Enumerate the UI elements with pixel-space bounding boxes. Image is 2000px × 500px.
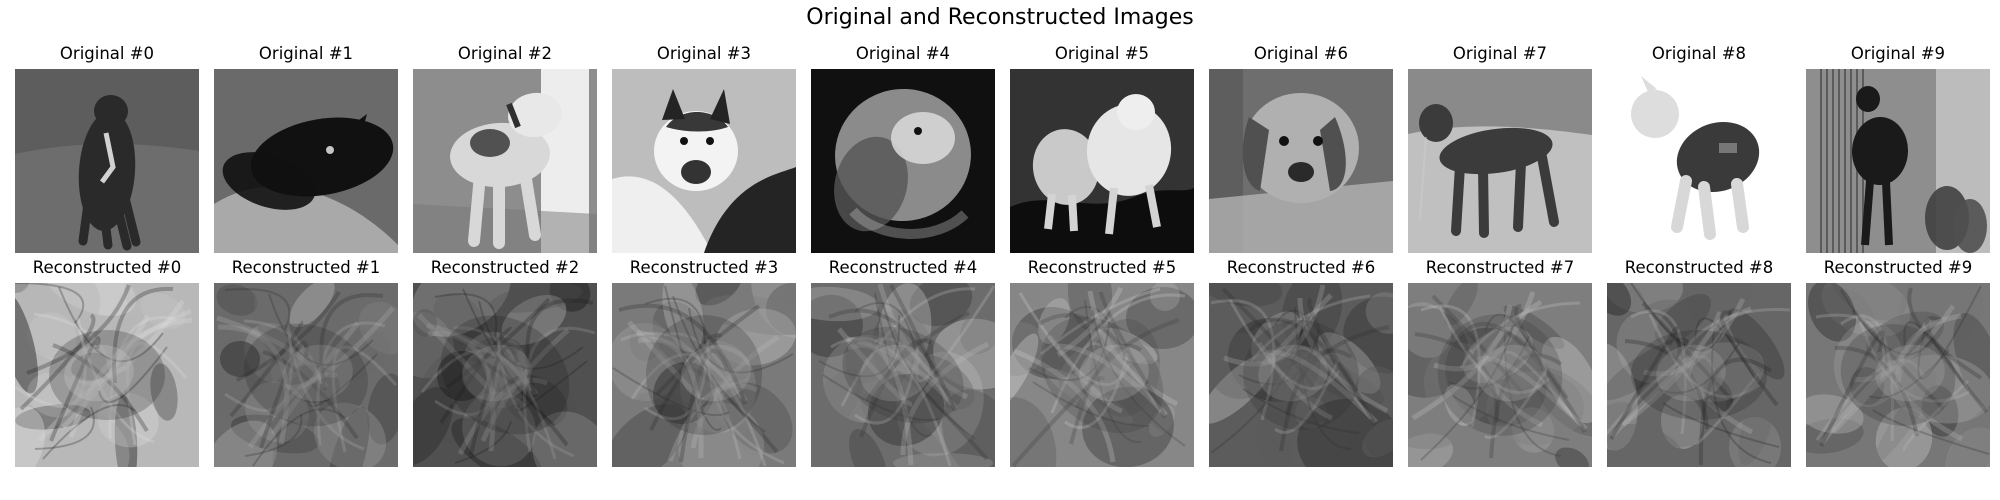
original-image-8 — [1607, 69, 1791, 253]
original-label-1: Original #1 — [258, 44, 354, 63]
original-label-6: Original #6 — [1253, 44, 1349, 63]
original-image-6 — [1209, 69, 1393, 253]
grayscale-dog-photo — [811, 69, 995, 253]
original-image-2 — [413, 69, 597, 253]
grayscale-dog-photo — [1806, 69, 1990, 253]
grayscale-dog-photo — [1010, 69, 1194, 253]
grayscale-reconstruction — [1010, 283, 1194, 467]
reconstructed-image-7 — [1408, 283, 1592, 467]
reconstructed-label-0: Reconstructed #0 — [32, 258, 182, 277]
figure-title: Original and Reconstructed Images — [806, 5, 1194, 30]
reconstructed-label-4: Reconstructed #4 — [828, 258, 978, 277]
reconstructed-label-5: Reconstructed #5 — [1027, 258, 1177, 277]
grayscale-reconstruction — [1806, 283, 1990, 467]
grayscale-dog-photo — [413, 69, 597, 253]
original-image-3 — [612, 69, 796, 253]
grayscale-reconstruction — [1209, 283, 1393, 467]
original-label-8: Original #8 — [1651, 44, 1747, 63]
reconstructed-label-6: Reconstructed #6 — [1226, 258, 1376, 277]
reconstructed-image-1 — [214, 283, 398, 467]
original-label-9: Original #9 — [1850, 44, 1946, 63]
reconstructed-label-1: Reconstructed #1 — [231, 258, 381, 277]
grayscale-reconstruction — [612, 283, 796, 467]
grayscale-dog-photo — [1408, 69, 1592, 253]
original-image-7 — [1408, 69, 1592, 253]
reconstructed-label-8: Reconstructed #8 — [1624, 258, 1774, 277]
reconstructed-image-5 — [1010, 283, 1194, 467]
grayscale-reconstruction — [811, 283, 995, 467]
original-label-3: Original #3 — [656, 44, 752, 63]
reconstructed-image-2 — [413, 283, 597, 467]
original-label-4: Original #4 — [855, 44, 951, 63]
reconstructed-label-3: Reconstructed #3 — [629, 258, 779, 277]
grayscale-reconstruction — [214, 283, 398, 467]
original-label-2: Original #2 — [457, 44, 553, 63]
reconstructed-image-3 — [612, 283, 796, 467]
grayscale-reconstruction — [1607, 283, 1791, 467]
original-label-5: Original #5 — [1054, 44, 1150, 63]
reconstructed-label-9: Reconstructed #9 — [1823, 258, 1973, 277]
reconstructed-image-9 — [1806, 283, 1990, 467]
grayscale-reconstruction — [15, 283, 199, 467]
original-image-1 — [214, 69, 398, 253]
grayscale-dog-photo — [612, 69, 796, 253]
grayscale-reconstruction — [1408, 283, 1592, 467]
grayscale-dog-photo — [214, 69, 398, 253]
reconstructed-image-8 — [1607, 283, 1791, 467]
reconstructed-image-4 — [811, 283, 995, 467]
grayscale-dog-photo — [15, 69, 199, 253]
original-label-0: Original #0 — [59, 44, 155, 63]
reconstructed-label-7: Reconstructed #7 — [1425, 258, 1575, 277]
original-image-0 — [15, 69, 199, 253]
reconstructed-image-6 — [1209, 283, 1393, 467]
reconstructed-image-0 — [15, 283, 199, 467]
grayscale-reconstruction — [413, 283, 597, 467]
original-label-7: Original #7 — [1452, 44, 1548, 63]
grayscale-dog-photo — [1607, 69, 1791, 253]
grayscale-dog-photo — [1209, 69, 1393, 253]
original-image-5 — [1010, 69, 1194, 253]
reconstructed-label-2: Reconstructed #2 — [430, 258, 580, 277]
original-image-9 — [1806, 69, 1990, 253]
original-image-4 — [811, 69, 995, 253]
